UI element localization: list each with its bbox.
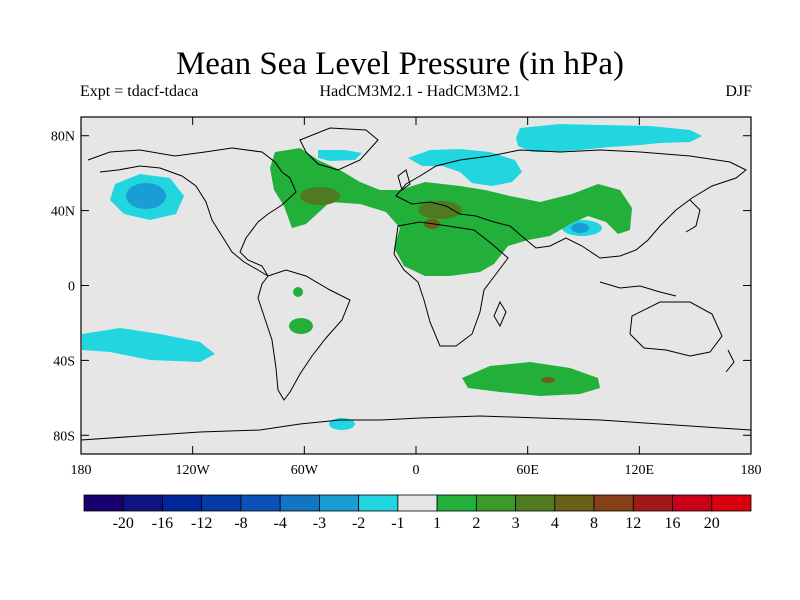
legend-swatch (593, 494, 634, 512)
coast-indonesia (599, 281, 677, 297)
positive-anomaly-brazil (293, 287, 303, 297)
legend-label: 20 (704, 515, 720, 532)
model-label: HadCM3M2.1 - HadCM3M2.1 (319, 83, 521, 100)
coast-madagascar (493, 300, 507, 328)
lon-label: 60W (291, 463, 319, 478)
negative-anomaly-siberia (516, 124, 702, 152)
legend-swatch (358, 494, 399, 512)
legend-label: 2 (472, 515, 480, 532)
coast-new-zealand (725, 349, 735, 373)
season-label: DJF (725, 83, 752, 100)
lat-label: 80S (53, 429, 75, 444)
legend-swatch (122, 494, 163, 512)
longitude-axis: 180 120W 60W 0 60E 120E 180 (71, 117, 762, 478)
positive-anomaly-south-america (289, 318, 313, 334)
experiment-label: Expt = tdacf-tdaca (80, 83, 199, 100)
coast-uk (397, 169, 411, 191)
legend-swatch (319, 494, 360, 512)
positive-anomaly-south-indian-core (541, 377, 555, 383)
map-background (81, 117, 751, 454)
lon-label: 180 (741, 463, 762, 478)
coast-africa (393, 221, 509, 347)
legend-label: 16 (665, 515, 681, 532)
positive-anomaly-europe-core (418, 201, 462, 219)
legend-label: -12 (191, 515, 212, 532)
coast-south-america (257, 269, 351, 401)
negative-anomaly-south-atlantic (329, 418, 355, 430)
lon-label: 120W (176, 463, 211, 478)
legend-swatch (711, 494, 752, 512)
coast-europe-asia (395, 149, 747, 259)
lat-label: 40S (53, 354, 75, 369)
coast-north-america (87, 147, 297, 277)
positive-anomaly-atlantic-core (300, 187, 340, 205)
legend-swatch (279, 494, 320, 512)
legend-swatch (397, 494, 438, 512)
legend-label: 12 (625, 515, 641, 532)
negative-anomaly-south-pacific (82, 328, 215, 362)
legend-swatch (436, 494, 477, 512)
legend-swatch (201, 494, 242, 512)
legend-swatch (475, 494, 516, 512)
coast-antarctica (81, 415, 751, 441)
color-legend: -20 -16 -12 -8 -4 -3 -2 -1 1 2 3 4 8 12 16 20 (83, 494, 752, 532)
anomaly-layer (82, 124, 702, 430)
legend-label: 1 (433, 515, 441, 532)
legend-label: 8 (590, 515, 598, 532)
lat-label: 40N (51, 205, 75, 220)
negative-anomaly-russia (408, 149, 522, 186)
map-title: Mean Sea Level Pressure (in hPa) (175, 46, 625, 82)
coast-australia (629, 301, 723, 357)
legend-swatch (515, 494, 556, 512)
legend-swatch (672, 494, 713, 512)
negative-anomaly-north-pacific-core (126, 183, 166, 209)
legend-swatch (554, 494, 595, 512)
lon-label: 120E (625, 463, 655, 478)
lon-label: 0 (413, 463, 420, 478)
legend-label: -3 (313, 515, 326, 532)
legend-label: -2 (352, 515, 365, 532)
legend-label: -4 (274, 515, 287, 532)
lon-label: 180 (71, 463, 92, 478)
negative-anomaly-greenland (318, 150, 362, 161)
lon-label: 60E (516, 463, 539, 478)
latitude-axis: 80N 40N 0 40S 80S (51, 130, 751, 444)
coastlines (81, 127, 751, 441)
legend-label: -16 (152, 515, 173, 532)
lat-label: 0 (68, 280, 75, 295)
legend-label: -20 (113, 515, 134, 532)
legend-label: 4 (551, 515, 559, 532)
legend-label: -8 (234, 515, 247, 532)
legend-swatch (240, 494, 281, 512)
legend-swatch (632, 494, 673, 512)
coast-greenland (299, 127, 379, 171)
legend-label: 3 (512, 515, 520, 532)
negative-anomaly-tibet-core (571, 223, 589, 233)
legend-swatch (83, 494, 124, 512)
coast-japan (685, 199, 701, 233)
legend-swatch (162, 494, 203, 512)
legend-label: -1 (391, 515, 404, 532)
positive-anomaly-south-indian (462, 362, 600, 396)
lat-label: 80N (51, 130, 75, 145)
